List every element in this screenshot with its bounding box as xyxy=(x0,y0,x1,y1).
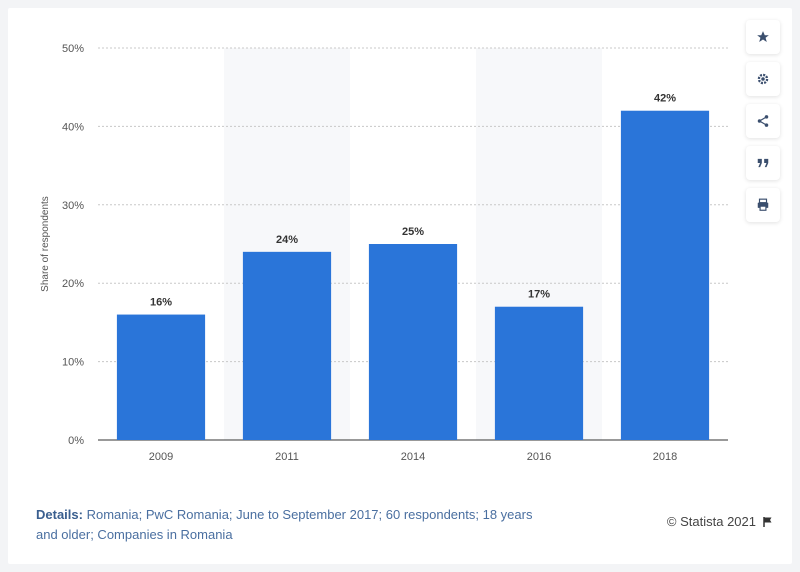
bar xyxy=(368,244,458,440)
details-label: Details: xyxy=(36,507,83,522)
toolbar xyxy=(746,20,780,230)
details-body: Romania; PwC Romania; June to September … xyxy=(36,507,533,542)
star-icon xyxy=(757,31,769,42)
share-button[interactable] xyxy=(746,104,780,138)
x-tick-label: 2018 xyxy=(653,451,677,463)
gear-icon xyxy=(757,73,769,85)
y-tick-label: 50% xyxy=(62,43,84,55)
y-tick-label: 30% xyxy=(62,200,84,212)
chart-card: 0% 10% 20% 30% 40% 50% 16% 2009 24% 2011 25% 2014 17… xyxy=(8,8,792,564)
data-label: 17% xyxy=(528,289,550,301)
data-label: 16% xyxy=(150,297,172,309)
share-icon xyxy=(757,115,769,127)
bar xyxy=(242,251,332,440)
bar xyxy=(116,314,206,440)
y-tick-label: 0% xyxy=(68,435,84,447)
quote-icon xyxy=(757,158,769,168)
favorite-button[interactable] xyxy=(746,20,780,54)
print-button[interactable] xyxy=(746,188,780,222)
cite-button[interactable] xyxy=(746,146,780,180)
flag-icon[interactable] xyxy=(762,516,774,528)
credit-text[interactable]: © Statista 2021 xyxy=(666,514,756,529)
bar xyxy=(494,306,584,440)
credit: © Statista 2021 xyxy=(667,514,774,529)
print-icon xyxy=(757,198,769,211)
x-tick-label: 2011 xyxy=(275,451,299,463)
y-tick-label: 40% xyxy=(62,121,84,133)
bar xyxy=(620,110,710,440)
bar-chart: 0% 10% 20% 30% 40% 50% 16% 2009 24% 2011 25% 2014 17… xyxy=(40,43,728,463)
data-label: 25% xyxy=(402,226,424,238)
y-tick-label: 10% xyxy=(62,357,84,369)
data-label: 42% xyxy=(654,93,676,105)
data-label: 24% xyxy=(276,234,298,246)
x-tick-label: 2009 xyxy=(149,451,173,463)
x-tick-label: 2014 xyxy=(401,451,425,463)
y-axis-label: Share of respondents xyxy=(40,196,51,292)
x-tick-label: 2016 xyxy=(527,451,551,463)
y-tick-label: 20% xyxy=(62,278,84,290)
details-text: Details: Romania; PwC Romania; June to S… xyxy=(36,505,556,545)
settings-button[interactable] xyxy=(746,62,780,96)
